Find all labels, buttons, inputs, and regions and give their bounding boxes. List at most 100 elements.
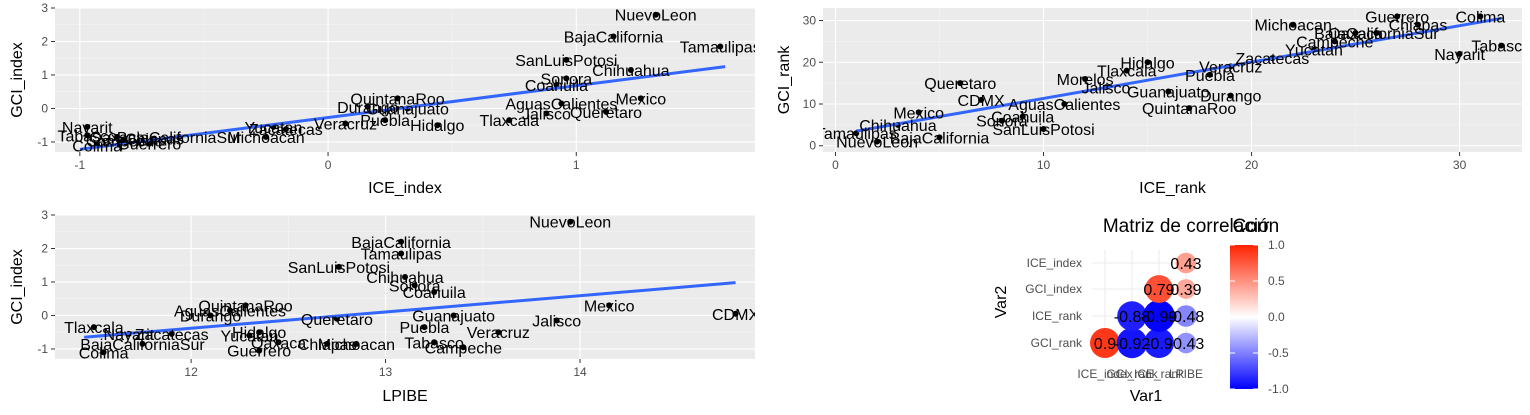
point-label: Coahuila <box>525 78 588 95</box>
correlation-value: -0.92 <box>1114 336 1151 353</box>
y-tick-label: 1 <box>41 275 48 289</box>
heatmap-col-label: ICE_index <box>1077 367 1132 381</box>
y-tick-label: 2 <box>41 34 48 48</box>
point-label: Chiapas <box>1389 18 1448 35</box>
y-tick-label: 30 <box>803 14 817 28</box>
point-label: Tabasco <box>1471 39 1530 56</box>
plot-area: NuevoLeon BajaCaliforniaTamaulipasSanLuis… <box>64 215 759 361</box>
point-label: Guerrero <box>227 344 291 361</box>
correlation-circle <box>1116 327 1148 359</box>
point-label: QuintanaRoo <box>1142 101 1236 118</box>
x-tick-label: 20 <box>1245 158 1259 172</box>
point-label: CDMX <box>712 307 759 324</box>
data-point <box>1394 13 1401 20</box>
data-point <box>353 340 360 347</box>
correlation-circle <box>1145 275 1173 303</box>
heatmap-col-label: GCI_rank <box>1106 367 1158 381</box>
point-label: Durango <box>1200 89 1261 106</box>
regression-line <box>856 16 1502 133</box>
point-label: BajaCalifornia <box>890 130 990 147</box>
point-label: Jalisco <box>1081 80 1130 97</box>
correlation-value: -0.99 <box>1141 309 1178 326</box>
x-axis-title: LPIBE <box>382 388 427 405</box>
point-label: Guerrero <box>117 137 181 154</box>
x-tick-label: -1 <box>74 158 85 172</box>
point-label: Nayarit <box>104 327 155 344</box>
point-label: SanLuisPotosi <box>288 260 390 277</box>
legend-tick-label: 0.0 <box>1268 310 1285 324</box>
point-label: Tamaulipas <box>816 126 897 143</box>
point-label: Puebla <box>1185 68 1235 85</box>
y-tick-label: 3 <box>41 208 48 222</box>
correlation-value: -0.88 <box>1114 309 1151 326</box>
data-point <box>84 123 91 130</box>
data-point <box>227 307 233 314</box>
data-point <box>603 108 610 115</box>
correlation-circle <box>1117 301 1147 331</box>
point-label: Chihuahua <box>366 270 444 287</box>
x-axis-title: ICE_rank <box>1139 180 1207 197</box>
data-point <box>275 339 282 346</box>
data-point <box>364 103 371 110</box>
data-point <box>114 133 121 140</box>
heatmap-row-label: GCI_index <box>1025 282 1082 296</box>
point-label: NuevoLeon <box>615 8 697 25</box>
y-tick-label: 2 <box>41 241 48 255</box>
point-label: Mexico <box>615 91 666 108</box>
legend-tick-label: 1.0 <box>1268 238 1285 252</box>
data-point <box>398 250 405 257</box>
data-point <box>543 110 550 117</box>
point-label: BajaCalifornia <box>564 29 664 46</box>
data-point <box>1331 38 1338 45</box>
data-point <box>652 11 659 18</box>
point-label: Morelos <box>1057 72 1114 89</box>
point-label: Guerrero <box>1365 9 1429 26</box>
point-label: Guanajuato <box>366 101 449 118</box>
point-label: Mexico <box>893 105 944 122</box>
point-label: Zacatecas <box>135 327 209 344</box>
data-point <box>553 317 560 324</box>
legend-tick-label: 0.5 <box>1268 274 1285 288</box>
point-label: Queretaro <box>924 76 996 93</box>
point-label: Oaxaca <box>89 130 144 147</box>
data-point <box>168 330 175 337</box>
data-point <box>558 100 565 107</box>
correlation-value: -0.43 <box>1168 336 1205 353</box>
correlation-value: 0.39 <box>1170 282 1201 299</box>
heatmap-row-label: GCI_rank <box>1031 336 1083 350</box>
heatmap-col-label: LPIBE <box>1169 367 1203 381</box>
data-point <box>256 329 263 336</box>
point-label: BajaCaliforniaSur <box>80 337 205 354</box>
data-point <box>936 134 943 141</box>
point-label: Yucatan <box>1285 43 1343 60</box>
correlation-circle <box>1143 300 1175 332</box>
correlation-value: 0.43 <box>1170 256 1201 273</box>
legend-tick-label: -1.0 <box>1268 382 1289 396</box>
data-point <box>1456 50 1463 57</box>
plot-area: Guerrero ColimaChiapasMichoacanOaxacaBaja… <box>816 9 1530 151</box>
point-label: Guanajuato <box>412 308 495 325</box>
point-label: Oaxaca <box>1328 26 1383 43</box>
heatmap-y-title: Var2 <box>993 286 1010 319</box>
y-axis-title: GCI_index <box>9 42 26 118</box>
point-label: Tabasco <box>404 335 464 352</box>
correlation-value: -0.9 <box>1145 336 1173 353</box>
correlation-circle <box>1144 328 1174 358</box>
scatter-panel-2: 0 10 20 30 0 10 20 30 Guerrero Colima Chiapas Micho… <box>776 8 1530 197</box>
correlation-value: 0.9 <box>1094 336 1116 353</box>
data-point <box>563 75 570 82</box>
point-label: BajaCalifornia <box>351 235 451 252</box>
point-label: Mexico <box>584 298 635 315</box>
correlation-heatmap: Matriz de correlaciónGCI_rankICE_rankGCI… <box>993 216 1289 405</box>
point-label: Campeche <box>425 340 502 357</box>
point-label: Nayarit <box>1434 47 1485 64</box>
y-tick-label: 20 <box>803 55 817 69</box>
point-label: Coahuila <box>403 285 466 302</box>
data-point <box>1186 105 1193 112</box>
x-axis-title: ICE_index <box>368 180 442 197</box>
point-label: Chiapas <box>125 132 184 149</box>
point-label: Puebla <box>400 320 450 337</box>
point-label: Hidalgo <box>1120 55 1174 72</box>
